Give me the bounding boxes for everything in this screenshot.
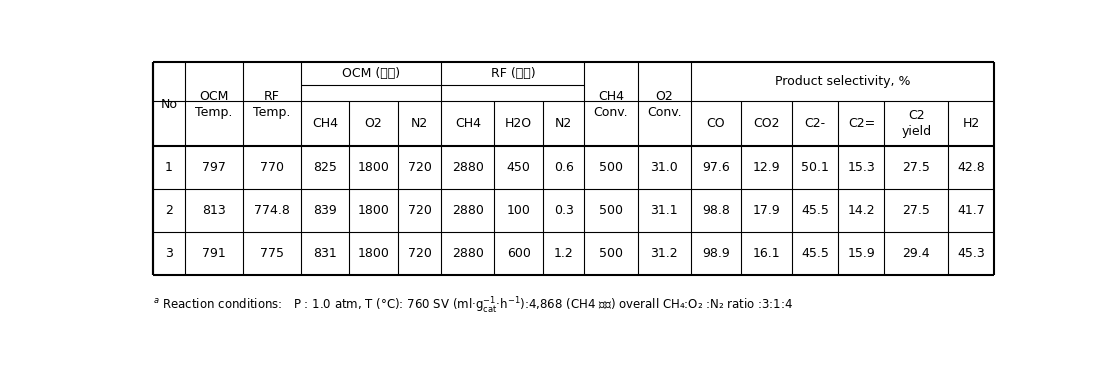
- Text: RF (유량): RF (유량): [490, 67, 535, 80]
- Text: 2880: 2880: [452, 204, 483, 217]
- Text: 3: 3: [166, 247, 173, 260]
- Text: 15.9: 15.9: [847, 247, 875, 260]
- Text: C2
yield: C2 yield: [901, 109, 931, 138]
- Text: 831: 831: [313, 247, 337, 260]
- Text: 500: 500: [599, 162, 623, 174]
- Text: RF
Temp.: RF Temp.: [253, 90, 291, 119]
- Text: 42.8: 42.8: [957, 162, 985, 174]
- Text: No: No: [160, 98, 178, 111]
- Text: 1800: 1800: [357, 204, 389, 217]
- Text: 31.1: 31.1: [650, 204, 678, 217]
- Text: 98.8: 98.8: [702, 204, 730, 217]
- Text: C2-: C2-: [805, 117, 826, 130]
- Text: $^a$ Reaction conditions:   P : 1.0 atm, T (°C): 760 SV (ml·g$_{\mathregular{cat: $^a$ Reaction conditions: P : 1.0 atm, T…: [153, 296, 793, 316]
- Text: 839: 839: [313, 204, 337, 217]
- Text: 0.6: 0.6: [554, 162, 574, 174]
- Text: 2: 2: [166, 204, 173, 217]
- Text: CO2: CO2: [753, 117, 780, 130]
- Text: 775: 775: [260, 247, 284, 260]
- Text: 1: 1: [166, 162, 173, 174]
- Text: 12.9: 12.9: [753, 162, 781, 174]
- Text: N2: N2: [411, 117, 429, 130]
- Text: 720: 720: [407, 204, 432, 217]
- Text: 813: 813: [203, 204, 226, 217]
- Text: 45.3: 45.3: [957, 247, 985, 260]
- Text: 31.2: 31.2: [650, 247, 678, 260]
- Text: CH4: CH4: [312, 117, 338, 130]
- Text: OCM
Temp.: OCM Temp.: [196, 90, 233, 119]
- Text: O2
Conv.: O2 Conv.: [647, 90, 681, 119]
- Text: 15.3: 15.3: [847, 162, 875, 174]
- Text: 825: 825: [313, 162, 337, 174]
- Text: OCM (유량): OCM (유량): [342, 67, 399, 80]
- Text: 720: 720: [407, 162, 432, 174]
- Text: 27.5: 27.5: [902, 204, 930, 217]
- Text: 97.6: 97.6: [702, 162, 730, 174]
- Text: C2=: C2=: [848, 117, 875, 130]
- Text: 500: 500: [599, 204, 623, 217]
- Text: 500: 500: [599, 247, 623, 260]
- Text: 791: 791: [203, 247, 226, 260]
- Text: 2880: 2880: [452, 247, 483, 260]
- Text: 17.9: 17.9: [753, 204, 781, 217]
- Text: 50.1: 50.1: [801, 162, 829, 174]
- Text: 450: 450: [507, 162, 530, 174]
- Text: 100: 100: [507, 204, 530, 217]
- Text: 770: 770: [260, 162, 284, 174]
- Text: 1800: 1800: [357, 162, 389, 174]
- Text: O2: O2: [365, 117, 383, 130]
- Text: 41.7: 41.7: [957, 204, 985, 217]
- Text: 14.2: 14.2: [847, 204, 875, 217]
- Text: 27.5: 27.5: [902, 162, 930, 174]
- Text: CO: CO: [707, 117, 725, 130]
- Text: 774.8: 774.8: [254, 204, 290, 217]
- Text: CH4
Conv.: CH4 Conv.: [594, 90, 628, 119]
- Text: H2: H2: [962, 117, 979, 130]
- Text: 45.5: 45.5: [801, 204, 829, 217]
- Text: H2O: H2O: [505, 117, 533, 130]
- Text: 600: 600: [507, 247, 530, 260]
- Text: 45.5: 45.5: [801, 247, 829, 260]
- Text: 98.9: 98.9: [702, 247, 730, 260]
- Text: 1.2: 1.2: [554, 247, 574, 260]
- Text: N2: N2: [555, 117, 572, 130]
- Text: 720: 720: [407, 247, 432, 260]
- Text: 16.1: 16.1: [753, 247, 781, 260]
- Text: 29.4: 29.4: [902, 247, 930, 260]
- Text: Product selectivity, %: Product selectivity, %: [774, 75, 910, 88]
- Text: 31.0: 31.0: [650, 162, 678, 174]
- Text: 2880: 2880: [452, 162, 483, 174]
- Text: 0.3: 0.3: [554, 204, 574, 217]
- Text: CH4: CH4: [455, 117, 481, 130]
- Text: 1800: 1800: [357, 247, 389, 260]
- Text: 797: 797: [203, 162, 226, 174]
